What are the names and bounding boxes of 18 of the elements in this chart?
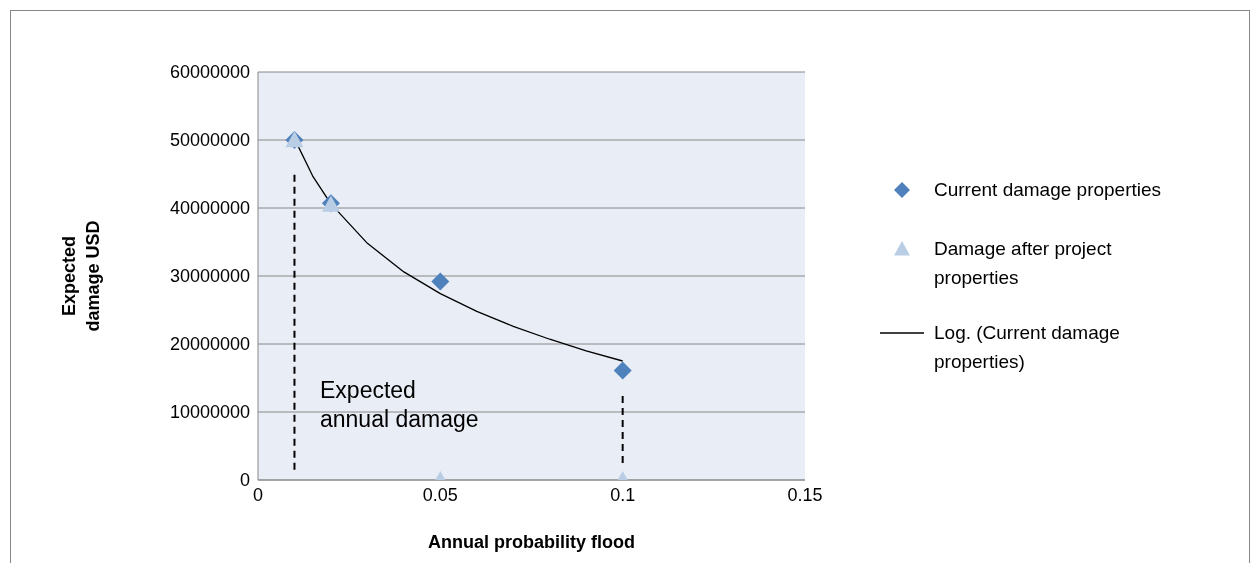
- x-tick-label: 0.15: [787, 484, 823, 505]
- x-tick-label: 0: [252, 484, 264, 505]
- x-axis-title: Annual probability flood: [428, 532, 635, 552]
- x-tick-label: 0.05: [422, 484, 458, 505]
- legend-label: Current damage properties: [934, 178, 1163, 202]
- y-tick-label: 20000000: [169, 334, 250, 355]
- legend-label: Log. (Current damage properties): [934, 321, 1121, 374]
- y-tick-label: 30000000: [169, 266, 250, 287]
- legend-label: Damage after project properties: [934, 237, 1113, 290]
- point: [431, 272, 450, 291]
- y-tick-label: 10000000: [169, 402, 250, 423]
- y-tick-label: 40000000: [169, 198, 250, 219]
- y-tick-label: 60000000: [169, 62, 250, 83]
- y-tick-label: 50000000: [169, 130, 250, 151]
- y-axis-title: Expected damage USD: [59, 220, 103, 332]
- annotation: Expected annual damage: [320, 376, 480, 434]
- y-tick-label: 0: [239, 470, 250, 491]
- x-tick-label: 0.1: [610, 484, 636, 505]
